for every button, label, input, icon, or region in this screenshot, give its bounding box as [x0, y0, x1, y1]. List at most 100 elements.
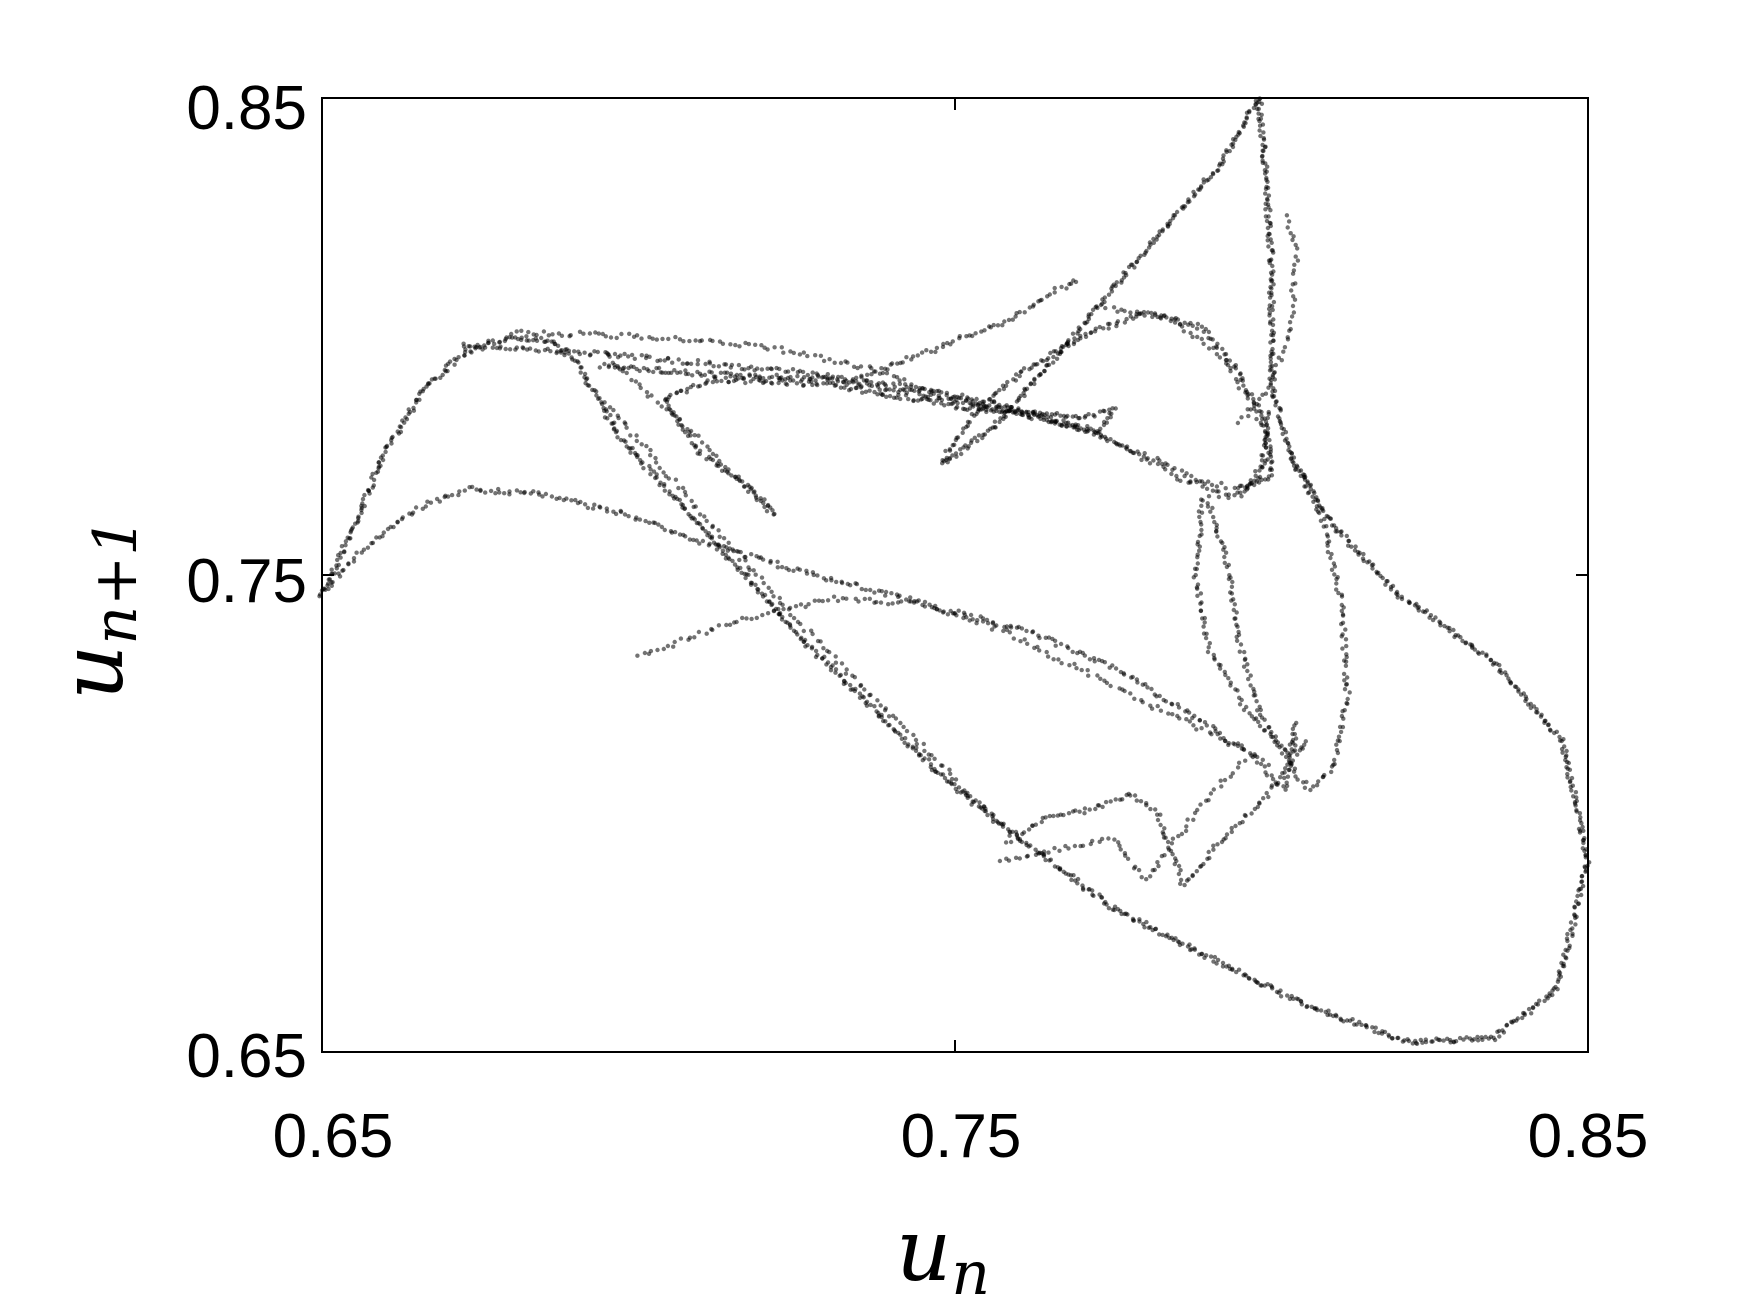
- data-point: [858, 364, 864, 369]
- data-point: [1580, 846, 1586, 851]
- data-point: [992, 624, 997, 629]
- data-point: [1099, 895, 1105, 900]
- data-point: [1143, 682, 1148, 687]
- data-point: [1009, 405, 1014, 410]
- data-point: [1560, 750, 1565, 755]
- data-point: [1043, 815, 1048, 820]
- data-point: [1155, 812, 1160, 817]
- data-point: [558, 350, 564, 355]
- data-point: [977, 800, 982, 805]
- data-point: [1195, 321, 1201, 327]
- data-point: [608, 412, 613, 418]
- data-point: [1257, 800, 1262, 805]
- data-point: [801, 375, 807, 380]
- data-point: [878, 703, 883, 708]
- data-point: [1082, 320, 1087, 325]
- data-point: [654, 337, 659, 342]
- data-point: [910, 746, 915, 751]
- data-point: [1573, 790, 1579, 795]
- data-point: [1295, 246, 1300, 251]
- data-point: [413, 505, 419, 510]
- data-point: [1179, 831, 1185, 837]
- data-point: [549, 494, 555, 499]
- data-point: [1155, 860, 1160, 865]
- data-point: [1210, 171, 1216, 176]
- data-point: [1103, 305, 1108, 311]
- data-point: [1324, 524, 1329, 529]
- data-point: [1273, 738, 1279, 743]
- data-point: [1340, 620, 1346, 625]
- data-point: [671, 644, 676, 649]
- data-point: [1189, 473, 1194, 479]
- data-point: [1051, 657, 1056, 662]
- data-point: [645, 394, 650, 399]
- data-point: [975, 438, 980, 444]
- data-point: [1145, 310, 1151, 315]
- data-point: [1065, 341, 1071, 347]
- data-point: [949, 396, 954, 401]
- data-point: [606, 364, 611, 370]
- data-point: [1334, 587, 1339, 592]
- y-axis-label-base: u: [43, 645, 143, 700]
- data-point: [1161, 313, 1167, 319]
- data-point: [1259, 112, 1264, 118]
- data-point: [468, 349, 473, 354]
- data-point: [498, 344, 503, 349]
- data-point: [685, 427, 690, 432]
- data-point: [1004, 624, 1010, 629]
- data-point: [709, 370, 714, 375]
- data-point: [1025, 641, 1030, 646]
- data-point: [743, 558, 748, 563]
- data-point: [360, 496, 366, 502]
- data-point: [1437, 619, 1442, 624]
- data-point: [683, 493, 688, 498]
- data-point: [1564, 936, 1570, 941]
- data-point: [914, 741, 919, 747]
- data-point: [1056, 657, 1061, 662]
- data-point: [618, 509, 624, 515]
- data-point: [884, 394, 889, 399]
- data-point: [1141, 309, 1147, 315]
- data-point: [628, 433, 633, 438]
- data-point: [1119, 280, 1124, 285]
- data-point: [680, 361, 685, 366]
- data-point: [1058, 641, 1064, 647]
- data-point: [1412, 603, 1418, 608]
- data-point: [882, 708, 888, 713]
- data-point: [573, 497, 578, 503]
- data-point: [647, 354, 652, 359]
- data-point: [653, 460, 659, 465]
- data-point: [821, 381, 826, 386]
- data-point: [1324, 532, 1330, 537]
- data-point: [655, 400, 660, 405]
- data-point: [721, 536, 727, 541]
- data-point: [1229, 829, 1235, 835]
- data-point: [839, 374, 844, 380]
- data-point: [607, 405, 613, 410]
- data-point: [1342, 687, 1348, 692]
- data-point: [900, 360, 905, 365]
- data-point: [1114, 442, 1120, 447]
- data-point: [1207, 641, 1213, 646]
- data-point: [1183, 828, 1189, 834]
- data-point: [829, 578, 834, 583]
- data-point: [1086, 887, 1091, 892]
- data-point: [761, 376, 766, 381]
- data-point: [1013, 314, 1018, 319]
- data-point: [1144, 457, 1149, 462]
- data-point: [1566, 760, 1572, 766]
- data-point: [1248, 673, 1253, 678]
- data-point: [502, 491, 507, 496]
- data-point: [1580, 824, 1585, 830]
- data-point: [1246, 413, 1251, 419]
- data-point: [1542, 998, 1547, 1004]
- data-point: [1223, 486, 1228, 491]
- data-point: [1475, 650, 1481, 655]
- data-point: [898, 732, 903, 737]
- data-point: [610, 360, 615, 365]
- data-point: [776, 606, 781, 612]
- data-point: [1222, 560, 1228, 566]
- data-point: [590, 506, 596, 511]
- data-point: [1188, 947, 1193, 953]
- data-point: [944, 455, 949, 461]
